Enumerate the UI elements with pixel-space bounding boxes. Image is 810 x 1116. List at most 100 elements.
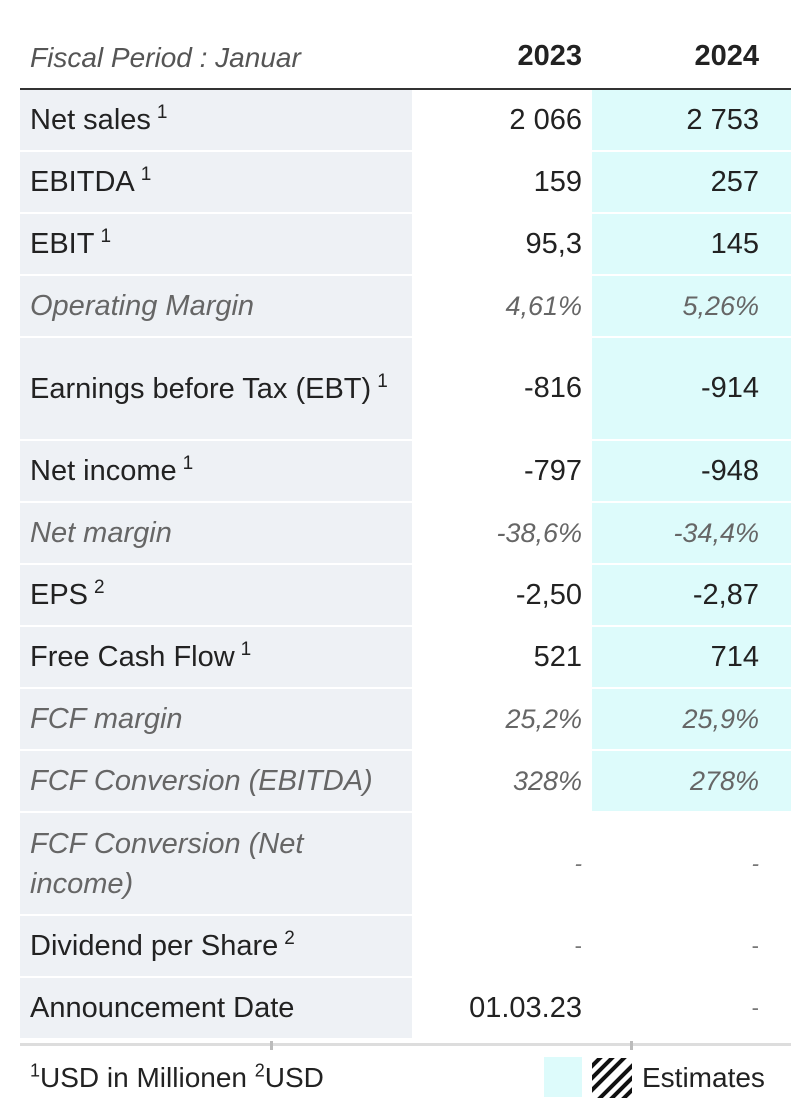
value-2024-text: -34,4%	[673, 517, 759, 548]
value-2023: -797	[412, 441, 592, 501]
row-label-text: EBITDA	[30, 166, 135, 198]
row-label-text-wrap: Net sales 1	[30, 100, 167, 140]
value-2023: 4,61%	[412, 276, 592, 336]
row-label-text-wrap: Earnings before Tax (EBT) 1	[30, 369, 388, 409]
value-2024: 2 753	[592, 90, 791, 150]
row-label-text-wrap: Operating Margin	[30, 286, 254, 326]
table-row: EBITDA 1 159 257	[20, 152, 791, 214]
row-label: Net margin	[20, 503, 412, 563]
row-label: FCF Conversion (EBITDA)	[20, 751, 412, 811]
row-label: Earnings before Tax (EBT) 1	[20, 338, 412, 439]
legend-estimates-label: Estimates	[642, 1062, 765, 1093]
value-2023-text: 4,61%	[505, 290, 582, 321]
value-2023-text: -	[574, 850, 582, 876]
value-2024-text: 257	[710, 165, 759, 198]
value-2024: 714	[592, 627, 791, 687]
value-2023: -2,50	[412, 565, 592, 625]
row-label: Announcement Date	[20, 978, 412, 1038]
table-row: Net margin -38,6% -34,4%	[20, 503, 791, 565]
hatch-pattern-icon	[592, 1058, 632, 1098]
table-row: Net income 1 -797 -948	[20, 441, 791, 503]
row-label-text: Net sales	[30, 104, 151, 136]
row-label-text-wrap: EPS 2	[30, 575, 105, 615]
table-header: Fiscal Period : Januar 2023 2024	[20, 24, 791, 90]
row-label: Operating Margin	[20, 276, 412, 336]
value-2023-text: 2 066	[509, 103, 582, 136]
footnote-marker-2: 2	[254, 1060, 265, 1081]
table-row: FCF margin 25,2% 25,9%	[20, 689, 791, 751]
row-label: EBITDA 1	[20, 152, 412, 212]
value-2023: 328%	[412, 751, 592, 811]
row-label: Net sales 1	[20, 90, 412, 150]
row-label: FCF margin	[20, 689, 412, 749]
row-label-text: Operating Margin	[30, 290, 255, 322]
row-label-text: Dividend per Share	[30, 930, 279, 962]
row-label-text-wrap: Net income 1	[30, 451, 193, 491]
value-2023-text: 25,2%	[505, 703, 582, 734]
value-2023-text: -2,50	[515, 578, 582, 611]
value-2023: 521	[412, 627, 592, 687]
value-2023: 01.03.23	[412, 978, 592, 1038]
value-2024-text: 145	[710, 227, 759, 260]
table-row: FCF Conversion (Net income) - -	[20, 813, 791, 916]
value-2024-text: -	[751, 850, 759, 876]
table-bottom-rule	[20, 1043, 791, 1046]
row-label-text-wrap: EBITDA 1	[30, 162, 151, 202]
value-2024: -	[592, 916, 791, 976]
row-label-text: FCF Conversion (Net income)	[30, 827, 304, 900]
row-label-text: EBIT	[30, 228, 95, 260]
footnote-marker: 1	[377, 370, 388, 392]
footnote-text-1: USD in Millionen	[40, 1062, 255, 1093]
footnote-marker-1: 1	[30, 1060, 41, 1081]
table-row: Free Cash Flow 1 521 714	[20, 627, 791, 689]
row-label-text-wrap: FCF Conversion (Net income)	[30, 824, 402, 904]
value-2023-text: 95,3	[525, 227, 582, 260]
value-2023-text: 521	[533, 640, 582, 673]
value-2024-text: -2,87	[692, 578, 759, 611]
footnote-text-2: USD	[264, 1062, 324, 1093]
value-2023-text: -	[574, 933, 582, 958]
scroll-tick	[630, 1041, 633, 1050]
value-2023: 2 066	[412, 90, 592, 150]
row-label-text: Earnings before Tax (EBT)	[30, 372, 372, 405]
value-2023: 159	[412, 152, 592, 212]
value-2024: -34,4%	[592, 503, 791, 563]
value-2023-text: 159	[533, 165, 582, 198]
value-2024: -914	[592, 338, 791, 439]
value-2024: -	[592, 978, 791, 1038]
value-2024-text: -	[751, 995, 759, 1020]
value-2023-text: -38,6%	[496, 517, 582, 548]
row-label: Free Cash Flow 1	[20, 627, 412, 687]
value-2024: -	[592, 813, 791, 914]
row-label-text: Free Cash Flow	[30, 641, 235, 673]
table-row: EPS 2 -2,50 -2,87	[20, 565, 791, 627]
row-label-text-wrap: Net margin	[30, 513, 172, 553]
row-label: EPS 2	[20, 565, 412, 625]
value-2024: 145	[592, 214, 791, 274]
row-label: EBIT 1	[20, 214, 412, 274]
year-header-2023: 2023	[517, 40, 582, 72]
table-row: Operating Margin 4,61% 5,26%	[20, 276, 791, 338]
footnote-marker: 1	[240, 639, 252, 661]
financials-table: Net sales 1 2 066 2 753 EBITDA 1 159 257 EBIT 1 95…	[20, 90, 791, 1040]
value-2023: -	[412, 813, 592, 914]
footnote-marker: 1	[140, 164, 152, 186]
table-row: Dividend per Share 2 - -	[20, 916, 791, 978]
row-label-text: Net margin	[30, 517, 172, 549]
value-2023: -	[412, 916, 592, 976]
value-2024: -948	[592, 441, 791, 501]
value-2024-text: 278%	[689, 765, 759, 796]
value-2024-text: -	[751, 933, 759, 958]
value-2023-text: -797	[523, 454, 582, 487]
year-header-2024: 2024	[694, 40, 759, 72]
table-row: EBIT 1 95,3 145	[20, 214, 791, 276]
footnote-marker: 2	[284, 928, 295, 950]
value-2024-text: -948	[700, 454, 759, 487]
row-label-text: Announcement Date	[30, 992, 295, 1024]
footnote-marker: 2	[94, 577, 105, 599]
scroll-tick	[270, 1041, 273, 1050]
footnote-marker: 1	[100, 226, 112, 248]
row-label-text: Net income	[30, 455, 177, 487]
table-row: Earnings before Tax (EBT) 1 -816 -914	[20, 338, 791, 441]
row-label-text-wrap: FCF margin	[30, 699, 183, 739]
